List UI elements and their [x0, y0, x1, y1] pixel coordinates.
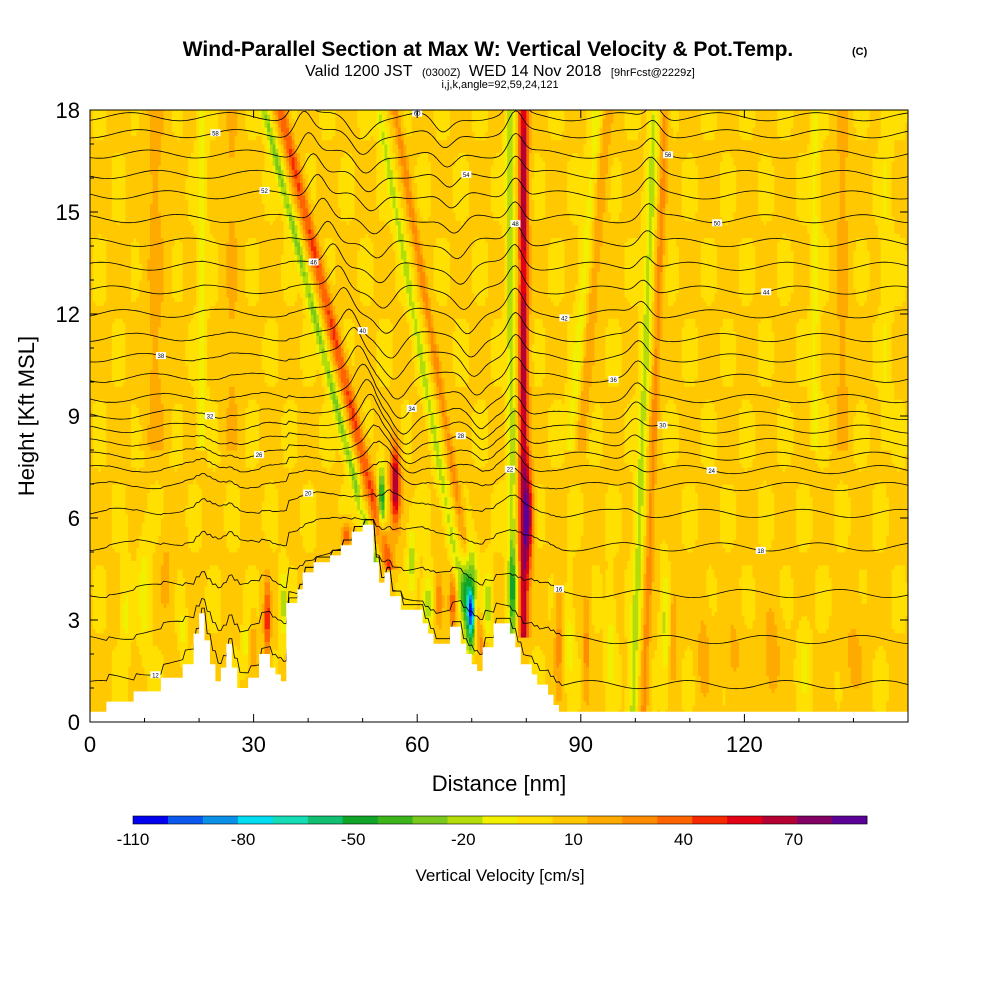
plot-area: 1214161820222426283032343638404244464850…	[90, 93, 909, 723]
contour-label: 22	[507, 468, 514, 474]
colorbar-segment	[448, 816, 483, 824]
contour-label: 42	[561, 316, 568, 322]
valid-date: WED 14 Nov 2018	[469, 63, 602, 80]
contour-label: 24	[708, 469, 715, 475]
copyright-mark: (C)	[852, 46, 868, 58]
colorbar-segment	[587, 816, 622, 824]
contour-label: 12	[152, 673, 159, 679]
y-tick-label: 6	[68, 506, 80, 531]
colorbar: -110 -80 -50 -20 10 40 70	[117, 816, 868, 849]
colorbar-segment	[797, 816, 832, 824]
contour-label: 50	[714, 221, 721, 227]
x-tick-label: 120	[726, 732, 763, 757]
colorbar-segment	[622, 816, 657, 824]
contour-label: 40	[359, 329, 366, 335]
y-tick-label: 12	[56, 302, 80, 327]
contour-label: 58	[212, 131, 219, 137]
colorbar-segment	[378, 816, 413, 824]
y-tick-label: 18	[56, 98, 80, 123]
contour-label: 44	[763, 290, 770, 296]
chart-title: Wind-Parallel Section at Max W: Vertical…	[183, 38, 794, 61]
x-tick-label: 0	[84, 732, 96, 757]
colorbar-segment	[692, 816, 727, 824]
x-tick-label: 60	[405, 732, 429, 757]
colorbar-tick-label: 10	[564, 830, 583, 849]
cross-section-figure: Wind-Parallel Section at Max W: Vertical…	[0, 0, 1000, 1000]
contour-label: 34	[408, 407, 415, 413]
colorbar-segment	[168, 816, 203, 824]
colorbar-segment	[238, 816, 273, 824]
contour-label: 48	[512, 222, 519, 228]
colorbar-segment	[483, 816, 518, 824]
colorbar-segment	[273, 816, 308, 824]
contour-label: 32	[207, 414, 214, 420]
contour-label: 52	[261, 189, 268, 195]
contour-label: 36	[610, 378, 617, 384]
contour-label: 26	[256, 453, 263, 459]
contour-label: 18	[757, 549, 764, 555]
y-tick-label: 9	[68, 404, 80, 429]
colorbar-segment	[552, 816, 587, 824]
forecast-info: [9hrFcst@2229z]	[611, 67, 695, 79]
colorbar-segment	[133, 816, 168, 824]
colorbar-segment	[308, 816, 343, 824]
contour-label: 30	[659, 424, 666, 430]
colorbar-tick-label: 70	[784, 830, 803, 849]
colorbar-segment	[727, 816, 762, 824]
colorbar-label: Vertical Velocity [cm/s]	[415, 866, 584, 885]
colorbar-tick-label: -80	[231, 830, 256, 849]
contour-label: 16	[556, 587, 563, 593]
colorbar-segment	[413, 816, 448, 824]
x-axis-label: Distance [nm]	[432, 771, 567, 796]
chart-header: Wind-Parallel Section at Max W: Vertical…	[183, 38, 868, 91]
colorbar-tick-label: -110	[117, 830, 150, 849]
contour-label: 54	[463, 173, 470, 179]
valid-utc: (0300Z)	[422, 67, 461, 79]
contour-label: 56	[665, 153, 672, 159]
contour-label: 28	[457, 434, 464, 440]
colorbar-segment	[657, 816, 692, 824]
colorbar-tick-label: -50	[341, 830, 366, 849]
x-tick-label: 90	[569, 732, 593, 757]
grid-info: i,j,k,angle=92,59,24,121	[441, 79, 558, 91]
y-tick-label: 0	[68, 710, 80, 735]
colorbar-segment	[517, 816, 552, 824]
colorbar-segment	[832, 816, 867, 824]
contour-label: 20	[305, 492, 312, 498]
colorbar-tick-label: -20	[451, 830, 476, 849]
colorbar-tick-label: 40	[674, 830, 693, 849]
valid-time-line: Valid 1200 JST (0300Z) WED 14 Nov 2018 […	[305, 63, 695, 80]
y-tick-label: 3	[68, 608, 80, 633]
colorbar-segment	[203, 816, 238, 824]
valid-prefix: Valid 1200 JST	[305, 63, 413, 80]
colorbar-segment	[343, 816, 378, 824]
colorbar-segment	[762, 816, 797, 824]
contour-label: 46	[310, 260, 317, 266]
contour-label: 38	[158, 354, 165, 360]
y-tick-label: 15	[56, 200, 80, 225]
x-tick-label: 30	[241, 732, 265, 757]
y-axis-label: Height [Kft MSL]	[14, 336, 39, 496]
